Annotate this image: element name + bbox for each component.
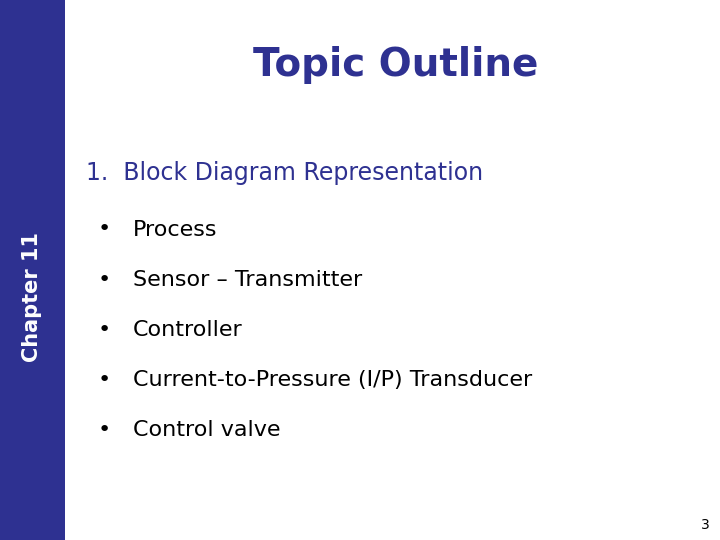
Text: Current-to-Pressure (I/P) Transducer: Current-to-Pressure (I/P) Transducer (133, 370, 533, 390)
Text: Control valve: Control valve (133, 420, 281, 441)
Text: Process: Process (133, 219, 217, 240)
Text: •: • (98, 219, 111, 240)
Text: •: • (98, 320, 111, 340)
Text: •: • (98, 370, 111, 390)
Text: 1.  Block Diagram Representation: 1. Block Diagram Representation (86, 161, 484, 185)
Bar (0, 0, 65, 540)
Text: Chapter 11: Chapter 11 (22, 232, 42, 362)
Text: 3: 3 (701, 518, 709, 532)
Text: Topic Outline: Topic Outline (253, 46, 539, 84)
Text: Controller: Controller (133, 320, 243, 340)
Text: •: • (98, 420, 111, 441)
Text: •: • (98, 269, 111, 290)
Text: Sensor – Transmitter: Sensor – Transmitter (133, 269, 362, 290)
